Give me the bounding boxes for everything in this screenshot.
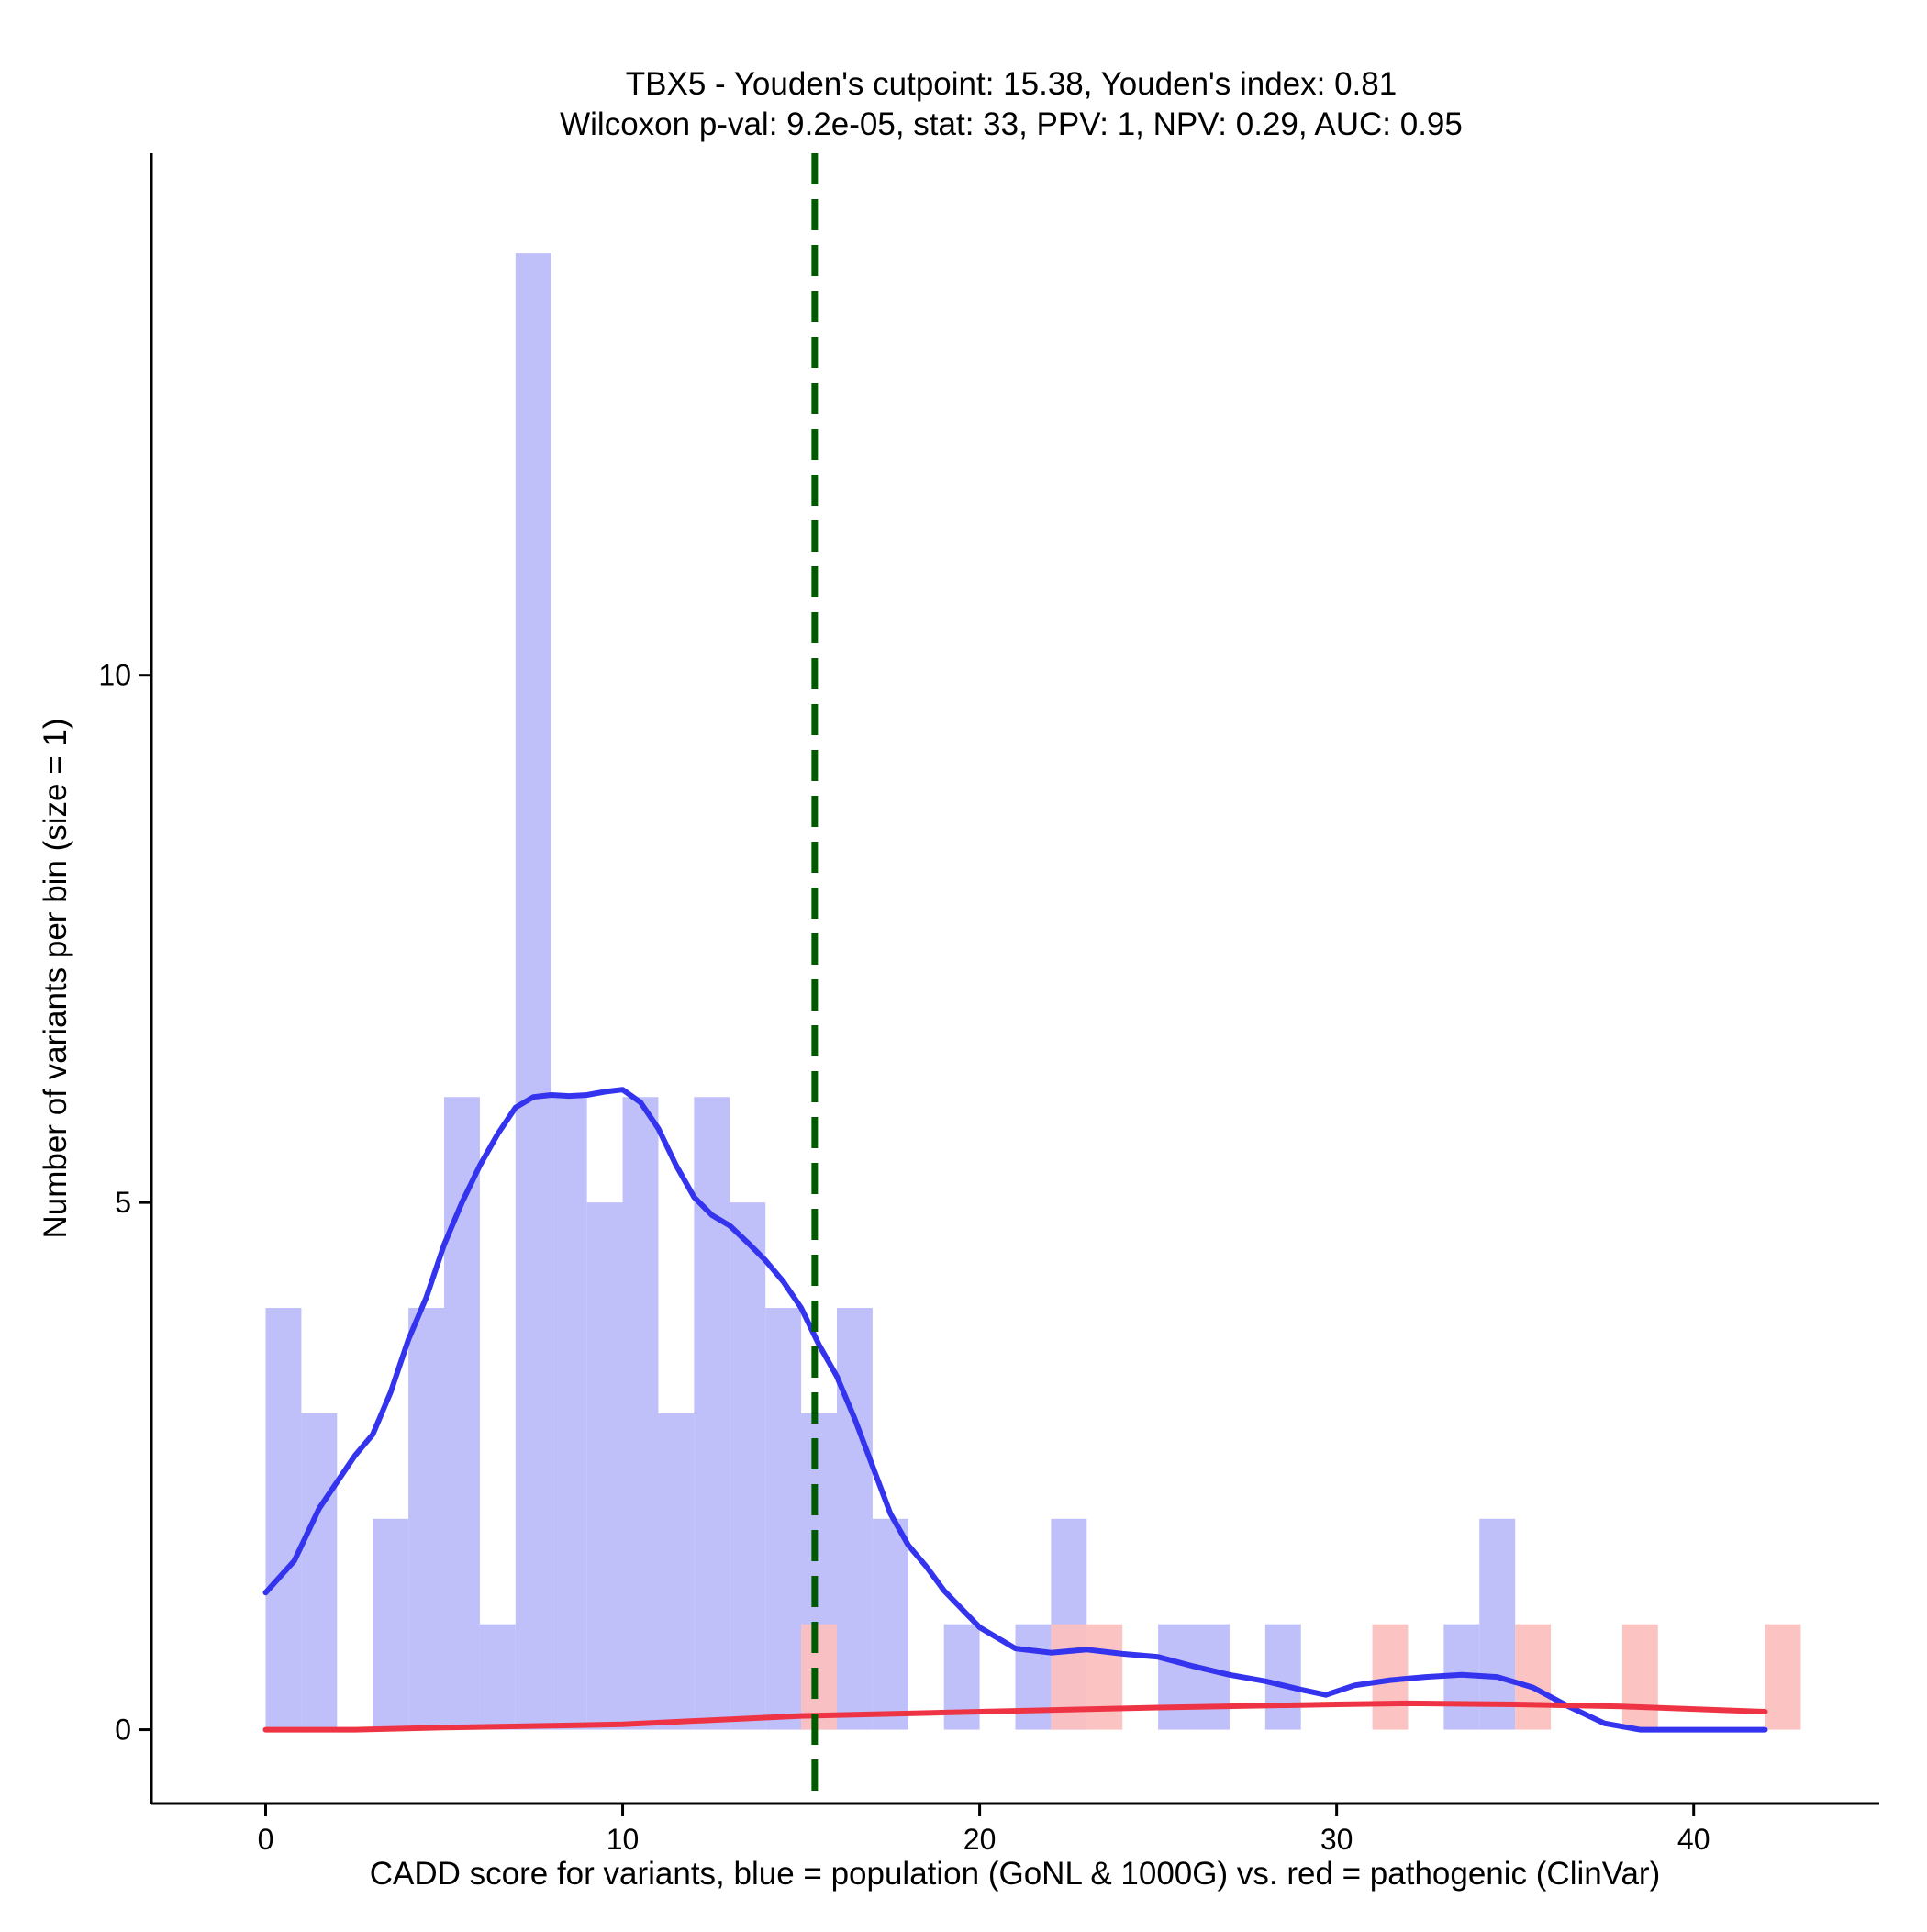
chart-title-line2: Wilcoxon p-val: 9.2e-05, stat: 33, PPV: … <box>560 106 1463 142</box>
population-bar-6 <box>479 1624 516 1730</box>
x-tick-label-20: 20 <box>964 1823 997 1856</box>
population-bar-14 <box>765 1308 802 1730</box>
pathogenic-bar-15 <box>801 1624 837 1730</box>
population-bar-0 <box>265 1308 302 1730</box>
chart-title-line1: TBX5 - Youden's cutpoint: 15.38, Youden'… <box>626 66 1397 102</box>
pathogenic-bar-42 <box>1765 1624 1801 1730</box>
population-bar-28 <box>1264 1624 1301 1730</box>
y-tick-label-0: 0 <box>115 1714 131 1747</box>
population-bar-25 <box>1158 1624 1195 1730</box>
x-tick-label-30: 30 <box>1320 1823 1353 1856</box>
population-bar-4 <box>408 1308 445 1730</box>
y-axis-title: Number of variants per bin (size = 1) <box>38 718 73 1238</box>
population-bar-11 <box>658 1413 695 1730</box>
pathogenic-bar-22 <box>1051 1624 1087 1730</box>
ticks: 0 10 20 30 40 0 5 10 <box>98 659 1710 1856</box>
pathogenic-bar-23 <box>1086 1624 1123 1730</box>
population-bar-16 <box>836 1308 873 1730</box>
y-tick-label-10: 10 <box>98 659 131 692</box>
pathogenic-density-line <box>262 1700 1768 1733</box>
x-tick-label-10: 10 <box>607 1823 640 1856</box>
population-bar-8 <box>551 1097 587 1730</box>
plot-area <box>262 153 1801 1804</box>
population-bar-17 <box>872 1518 908 1730</box>
pathogenic-bar-35 <box>1515 1624 1552 1730</box>
x-axis-title: CADD score for variants, blue = populati… <box>370 1856 1661 1892</box>
y-tick-label-5: 5 <box>115 1186 131 1219</box>
x-tick-label-0: 0 <box>258 1823 274 1856</box>
population-density-line <box>262 1087 1768 1733</box>
population-bar-1 <box>301 1413 338 1730</box>
population-bar-5 <box>444 1097 480 1730</box>
population-bar-21 <box>1015 1624 1052 1730</box>
population-bar-7 <box>515 253 551 1730</box>
population-bar-13 <box>730 1202 766 1730</box>
population-bar-34 <box>1479 1518 1516 1730</box>
population-bar-10 <box>622 1097 659 1730</box>
population-bar-12 <box>694 1097 730 1730</box>
x-tick-label-40: 40 <box>1677 1823 1710 1856</box>
pathogenic-bar-38 <box>1621 1624 1658 1730</box>
population-bar-26 <box>1194 1624 1230 1730</box>
population-bar-9 <box>586 1202 623 1730</box>
population-bar-3 <box>373 1518 409 1730</box>
